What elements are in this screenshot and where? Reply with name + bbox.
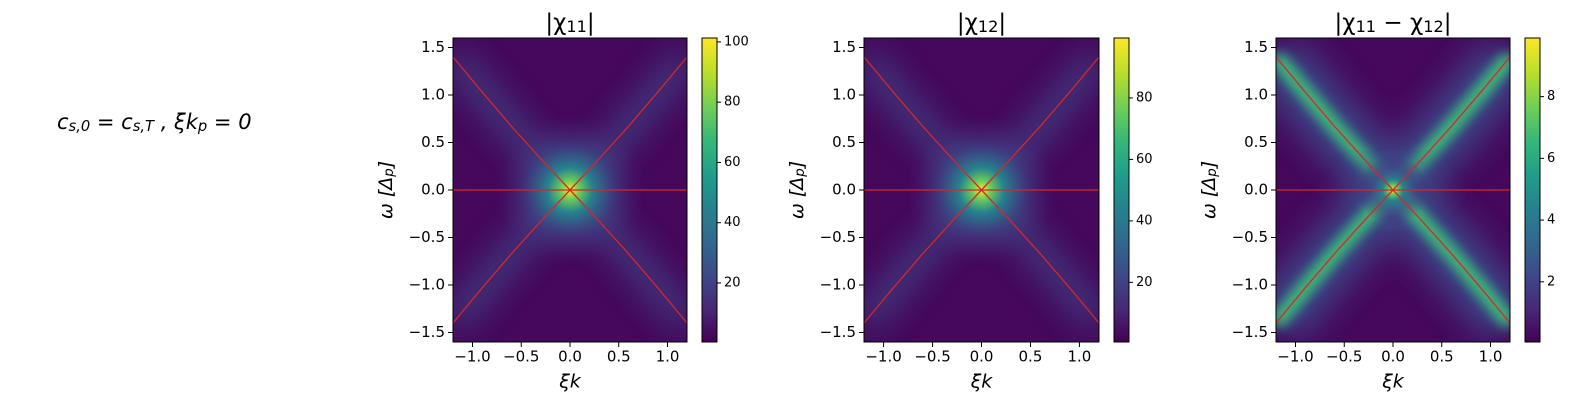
y-tick-label: 0.5 (1244, 133, 1268, 151)
y-tick-label: 0.5 (832, 133, 856, 151)
colorbar-tick-label: 4 (1547, 213, 1555, 228)
y-tick-label: 1.0 (832, 86, 856, 104)
text-part: ] (375, 161, 397, 169)
colorbar (1113, 37, 1130, 343)
x-tick-label: −1.0 (1277, 348, 1313, 366)
text-part: s,T (133, 118, 155, 135)
text-part: − χ (1376, 10, 1423, 36)
annotation: cs,0 = cs,T , ξkp = 0 (57, 110, 252, 135)
colorbar-tick-label: 2 (1547, 274, 1555, 289)
text-part: ] (1198, 161, 1220, 169)
text-part: 12 (1423, 17, 1443, 36)
text-part: 12 (978, 17, 998, 36)
text-part: = c (90, 110, 133, 134)
text-part: p (197, 118, 207, 135)
text-part: |χ (957, 10, 978, 36)
colorbar-tick-label: 20 (724, 275, 741, 290)
chart-title: |χ11 − χ12| (1335, 10, 1452, 36)
y-tick-label: −1.0 (820, 276, 856, 294)
subplot: −1.0 −0.5 0.0 0.5 1.0 −1.5 −1.0 −0.5 0.0 0.5 1.0 1.… (375, 10, 749, 393)
x-axis-label: ξk (970, 371, 994, 393)
y-tick-label: −0.5 (820, 228, 856, 246)
y-tick-label: 0.0 (832, 181, 856, 199)
text-part: ω [Δ (1198, 177, 1220, 219)
colorbar-tick-label: 60 (724, 155, 741, 170)
text-part: p (793, 168, 808, 177)
subplot: −1.0 −0.5 0.0 0.5 1.0 −1.5 −1.0 −0.5 0.0 0.5 1.0 1.… (1198, 10, 1556, 393)
subplot: −1.0 −0.5 0.0 0.5 1.0 −1.5 −1.0 −0.5 0.0 0.5 1.0 1.… (786, 10, 1153, 393)
x-tick-label: −1.0 (454, 348, 490, 366)
x-axis-label: ξk (558, 371, 582, 393)
y-tick-label: −1.5 (409, 323, 445, 341)
y-tick-label: −0.5 (409, 228, 445, 246)
y-tick-label: −1.5 (1232, 323, 1268, 341)
colorbar-tick-label: 80 (724, 95, 741, 110)
x-tick-label: 0.0 (558, 348, 582, 366)
y-tick-label: 1.0 (1244, 86, 1268, 104)
chart-title: |χ12| (957, 10, 1006, 36)
text-part: c (57, 110, 69, 134)
y-axis-label: ω [Δp] (1198, 161, 1221, 219)
heatmap-area (453, 38, 687, 342)
x-tick-label: 1.0 (656, 348, 680, 366)
text-part: |χ (545, 10, 566, 36)
y-tick-label: 1.5 (421, 38, 445, 56)
text-part: s,0 (69, 118, 91, 135)
text-part: | (1444, 10, 1452, 36)
colorbar-tick-label: 8 (1547, 89, 1555, 104)
colorbar-tick-label: 80 (1136, 90, 1153, 105)
text-part: = 0 (207, 110, 251, 134)
colorbar-tick-label: 100 (724, 34, 749, 49)
x-tick-label: −0.5 (914, 348, 950, 366)
colorbar (1524, 37, 1541, 343)
colorbar-tick-label: 60 (1136, 152, 1153, 167)
x-tick-label: 0.5 (1019, 348, 1043, 366)
y-tick-label: −1.0 (1232, 276, 1268, 294)
text-part: ω [Δ (786, 177, 808, 219)
x-tick-label: 1.0 (1067, 348, 1091, 366)
y-tick-label: −1.5 (820, 323, 856, 341)
y-axis-label: ω [Δp] (786, 161, 809, 219)
x-tick-label: 0.0 (1381, 348, 1405, 366)
y-tick-label: 1.5 (832, 38, 856, 56)
x-tick-label: −1.0 (865, 348, 901, 366)
heatmap-area (1276, 38, 1510, 342)
x-tick-label: 0.0 (970, 348, 994, 366)
text-part: 11 (566, 17, 586, 36)
x-tick-label: 1.0 (1479, 348, 1503, 366)
text-part: |χ (1335, 10, 1356, 36)
text-part: | (998, 10, 1006, 36)
text-part: , ξk (154, 110, 199, 134)
x-tick-label: −0.5 (503, 348, 539, 366)
y-tick-label: −0.5 (1232, 228, 1268, 246)
heatmap-area (864, 38, 1099, 342)
x-tick-label: 0.5 (1430, 348, 1454, 366)
y-tick-label: 1.5 (1244, 38, 1268, 56)
y-tick-label: 1.0 (421, 86, 445, 104)
text-part: p (1205, 168, 1220, 177)
x-tick-label: 0.5 (607, 348, 631, 366)
colorbar-tick-label: 40 (1136, 213, 1153, 228)
y-tick-label: 0.5 (421, 133, 445, 151)
text-part: p (382, 168, 397, 177)
y-tick-label: −1.0 (409, 276, 445, 294)
colorbar-tick-label: 6 (1547, 151, 1555, 166)
chart-title: |χ11| (545, 10, 594, 36)
text-part: | (587, 10, 595, 36)
text-part: 11 (1356, 17, 1376, 36)
x-tick-label: −0.5 (1326, 348, 1362, 366)
text-part: ] (786, 161, 808, 169)
y-axis-label: ω [Δp] (375, 161, 398, 219)
y-tick-label: 0.0 (1244, 181, 1268, 199)
y-tick-label: 0.0 (421, 181, 445, 199)
text-part: ω [Δ (375, 177, 397, 219)
x-axis-label: ξk (1381, 371, 1405, 393)
colorbar (701, 37, 718, 343)
colorbar-tick-label: 40 (724, 215, 741, 230)
colorbar-tick-label: 20 (1136, 275, 1153, 290)
